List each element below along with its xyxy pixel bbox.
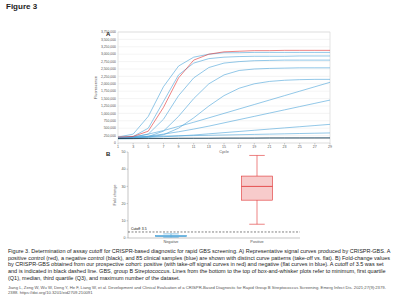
box: [156, 235, 187, 237]
y-tick-label: 0: [124, 236, 126, 240]
y-axis-label: Fluorescence: [94, 76, 98, 99]
grid-line: [118, 143, 330, 144]
signal-curve: [118, 137, 330, 139]
x-tick-label: 7: [162, 145, 164, 149]
y-tick: [127, 238, 129, 239]
grid-line: [118, 98, 330, 99]
y-tick-label: 250,000: [104, 134, 116, 138]
plot-frame: [118, 32, 330, 143]
x-tick-label: 27: [313, 145, 317, 149]
x-tick-label: 3: [132, 145, 134, 149]
signal-curve: [118, 60, 330, 138]
y-tick-label: 2,500,000: [101, 67, 116, 71]
signal-curve: [118, 100, 330, 138]
y-tick-label: 2,250,000: [101, 75, 116, 79]
whisker-cap: [249, 224, 264, 225]
x-tick-label: 29: [328, 145, 332, 149]
y-tick-label: 30: [122, 185, 126, 189]
whisker-cap: [163, 237, 178, 238]
x-tick-label: 21: [267, 145, 271, 149]
cutoff-label: Cutoff: 3.5: [131, 227, 147, 231]
y-axis-label: Fold change: [113, 185, 117, 206]
figure-title: Figure 3: [6, 2, 37, 11]
whisker: [257, 155, 258, 176]
y-tick-label: 2,750,000: [101, 60, 116, 64]
x-tick-label: 9: [178, 145, 180, 149]
y-tick: [127, 186, 129, 187]
whisker: [257, 200, 258, 224]
x-tick-label: 23: [283, 145, 287, 149]
x-tick-label: 11: [192, 145, 196, 149]
median-line: [156, 236, 187, 237]
x-tick-label: 5: [147, 145, 149, 149]
signal-curve: [118, 79, 330, 138]
grid-line: [118, 83, 330, 84]
y-tick: [127, 152, 129, 153]
box: [242, 176, 273, 200]
x-tick-label: 19: [252, 145, 256, 149]
signal-curve: [118, 68, 330, 138]
x-tick-label: 15: [222, 145, 226, 149]
y-tick-label: 500,000: [104, 126, 116, 130]
y-tick-label: 1,000,000: [101, 112, 116, 116]
box-group: [156, 155, 273, 237]
y-tick-label: 2,000,000: [101, 82, 116, 86]
y-tick-label: 750,000: [104, 119, 116, 123]
signal-curve: [118, 56, 330, 138]
caption: Figure 3. Determination of assay cutoff …: [8, 248, 392, 282]
y-tick-label: 3,500,000: [101, 38, 116, 42]
panel-label: B: [106, 151, 111, 157]
grid-line: [118, 76, 330, 77]
y-tick-label: 3,000,000: [101, 52, 116, 56]
grid-line: [118, 39, 330, 40]
grid-line: [118, 61, 330, 62]
x-tick-label: Positive: [250, 240, 263, 244]
signal-curve: [118, 138, 330, 139]
x-tick-label: 13: [207, 145, 211, 149]
x-tick-label: 25: [298, 145, 302, 149]
signal-curve: [118, 82, 330, 138]
y-tick-label: 0: [114, 141, 116, 145]
y-tick-label: 40: [122, 167, 126, 171]
grid-line: [118, 120, 330, 121]
y-tick: [127, 203, 129, 204]
signal-curve: [118, 124, 330, 138]
grid-line: [118, 69, 330, 70]
signal-curve: [118, 133, 330, 137]
grid-line: [118, 54, 330, 55]
whisker-cap: [163, 233, 178, 234]
y-tick-label: 1,250,000: [101, 104, 116, 108]
grid-line: [118, 46, 330, 47]
y-tick: [127, 220, 129, 221]
y-tick-label: 1,500,000: [101, 97, 116, 101]
cutoff-line: [128, 231, 300, 232]
x-tick-label: 17: [237, 145, 241, 149]
x-tick-label: Negative: [164, 240, 179, 244]
y-tick-label: 10: [122, 219, 126, 223]
y-tick-label: 1,750,000: [101, 89, 116, 93]
whisker-cap: [249, 155, 264, 156]
y-tick-label: 3,250,000: [101, 45, 116, 49]
x-axis: [128, 238, 300, 239]
x-axis-label: Cycle: [219, 150, 229, 154]
median-line: [242, 186, 273, 187]
x-tick-label: 1: [117, 145, 119, 149]
y-tick-label: 20: [122, 202, 126, 206]
y-axis: [128, 152, 129, 238]
y-tick-label: 3,750,000: [101, 30, 116, 34]
grid-line: [118, 32, 330, 33]
signal-curve: [118, 52, 330, 137]
grid-line: [118, 106, 330, 107]
series-group: [118, 50, 330, 139]
y-tick: [127, 169, 129, 170]
y-tick-label: 50: [122, 150, 126, 154]
citation: Jiang L, Zeng W, Wu W, Deng Y, He F, Lia…: [8, 285, 392, 295]
signal-curve: [118, 50, 330, 137]
